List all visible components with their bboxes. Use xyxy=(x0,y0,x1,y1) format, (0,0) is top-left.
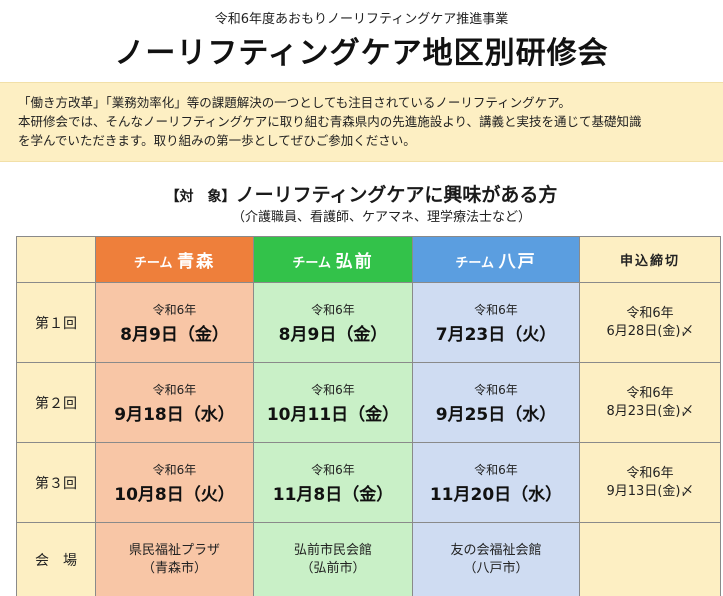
table-header-row: チーム 青森 チーム 弘前 チーム 八戸 申込締切 xyxy=(16,236,721,283)
target-audience: 【対 象】ノーリフティングケアに興味がある方 xyxy=(0,180,723,207)
team-hachinohe-name: 八戸 xyxy=(498,252,537,272)
venue-blank-cell xyxy=(579,522,721,596)
date-value: 10月11日（金） xyxy=(266,404,400,425)
deadline-cell: 令和6年 8月23日(金)〆 xyxy=(579,362,721,443)
team-hirosaki-header: チーム 弘前 xyxy=(253,236,413,283)
team-aomori-header: チーム 青森 xyxy=(95,236,254,283)
target-examples: （介護職員、看護師、ケアマネ、理学療法士など） xyxy=(231,210,531,225)
project-subtitle: 令和6年度あおもりノーリフティングケア推進事業 xyxy=(214,12,509,27)
date-era: 令和6年 xyxy=(474,462,518,477)
venue-row: 会 場 県民福祉プラザ （青森市） 弘前市民会館 （弘前市） 友の会福祉会館 （… xyxy=(16,522,721,596)
deadline-cell: 令和6年 9月13日(金)〆 xyxy=(579,442,721,523)
session-label: 第２回 xyxy=(16,362,96,443)
session-label: 第３回 xyxy=(16,442,96,523)
venue-name: 友の会福祉会館 xyxy=(450,542,542,558)
schedule-table: チーム 青森 チーム 弘前 チーム 八戸 申込締切 第１回 令和6年 8月9日（… xyxy=(16,236,721,596)
date-cell: 令和6年 9月18日（水） xyxy=(95,362,254,443)
team-hachinohe-prefix: チーム xyxy=(455,256,495,271)
team-hirosaki-name: 弘前 xyxy=(335,252,374,272)
deadline-era: 令和6年 xyxy=(626,465,674,481)
target-main: ノーリフティングケアに興味がある方 xyxy=(235,184,558,206)
team-hirosaki-prefix: チーム xyxy=(292,256,332,271)
date-era: 令和6年 xyxy=(474,382,518,397)
venue-city: （八戸市） xyxy=(463,560,529,576)
venue-city: （弘前市） xyxy=(300,560,366,576)
date-cell: 令和6年 11月8日（金） xyxy=(253,442,413,523)
date-cell: 令和6年 10月8日（火） xyxy=(95,442,254,523)
intro-line-2: 本研修会では、そんなノーリフティングケアに取り組む青森県内の先進施設より、講義と… xyxy=(18,114,642,129)
date-cell: 令和6年 8月9日（金） xyxy=(253,282,413,363)
deadline-date: 9月13日(金)〆 xyxy=(606,483,694,499)
deadline-era: 令和6年 xyxy=(626,305,674,321)
venue-cell: 弘前市民会館 （弘前市） xyxy=(253,522,413,596)
date-cell: 令和6年 7月23日（火） xyxy=(412,282,580,363)
venue-name: 弘前市民会館 xyxy=(293,542,372,558)
date-value: 10月8日（火） xyxy=(114,484,235,505)
table-row: 第２回 令和6年 9月18日（水） 令和6年 10月11日（金） 令和6年 9月… xyxy=(16,362,721,443)
intro-line-1: 「働き方改革」「業務効率化」等の課題解決の一つとしても注目されているノーリフティ… xyxy=(18,95,571,110)
date-cell: 令和6年 8月9日（金） xyxy=(95,282,254,363)
venue-cell: 友の会福祉会館 （八戸市） xyxy=(412,522,580,596)
date-cell: 令和6年 11月20日（水） xyxy=(412,442,580,523)
venue-city: （青森市） xyxy=(141,560,207,576)
table-row: 第１回 令和6年 8月9日（金） 令和6年 8月9日（金） 令和6年 7月23日… xyxy=(16,282,721,363)
deadline-era: 令和6年 xyxy=(626,385,674,401)
date-era: 令和6年 xyxy=(152,302,197,317)
deadline-date: 8月23日(金)〆 xyxy=(606,403,694,419)
date-cell: 令和6年 10月11日（金） xyxy=(253,362,413,443)
venue-cell: 県民福祉プラザ （青森市） xyxy=(95,522,254,596)
date-value: 8月9日（金） xyxy=(278,324,388,345)
table-row: 第３回 令和6年 10月8日（火） 令和6年 11月8日（金） 令和6年 11月… xyxy=(16,442,721,523)
date-era: 令和6年 xyxy=(311,302,355,317)
date-era: 令和6年 xyxy=(152,382,197,397)
intro-notice: 「働き方改革」「業務効率化」等の課題解決の一つとしても注目されているノーリフティ… xyxy=(0,82,723,162)
date-era: 令和6年 xyxy=(152,462,197,477)
date-era: 令和6年 xyxy=(311,462,355,477)
date-value: 7月23日（火） xyxy=(435,324,557,345)
team-hachinohe-header: チーム 八戸 xyxy=(412,236,580,283)
session-label: 第１回 xyxy=(16,282,96,363)
page-title: ノーリフティングケア地区別研修会 xyxy=(114,36,609,71)
date-value: 9月25日（水） xyxy=(435,404,557,425)
deadline-cell: 令和6年 6月28日(金)〆 xyxy=(579,282,721,363)
venue-name: 県民福祉プラザ xyxy=(128,542,220,558)
date-era: 令和6年 xyxy=(311,382,355,397)
date-value: 9月18日（水） xyxy=(114,404,235,425)
venue-label: 会 場 xyxy=(16,522,96,596)
deadline-date: 6月28日(金)〆 xyxy=(606,323,694,339)
date-value: 11月8日（金） xyxy=(272,484,394,505)
date-value: 11月20日（水） xyxy=(429,484,563,505)
date-value: 8月9日（金） xyxy=(120,324,229,345)
date-cell: 令和6年 9月25日（水） xyxy=(412,362,580,443)
deadline-header: 申込締切 xyxy=(579,236,721,283)
team-aomori-prefix: チーム xyxy=(133,256,173,271)
intro-line-3: を学んでいただきます。取り組みの第一歩としてぜひご参加ください。 xyxy=(18,133,416,148)
header-blank-cell xyxy=(16,236,96,283)
team-aomori-name: 青森 xyxy=(177,252,216,272)
date-era: 令和6年 xyxy=(474,302,518,317)
target-prefix: 【対 象】 xyxy=(165,189,236,205)
